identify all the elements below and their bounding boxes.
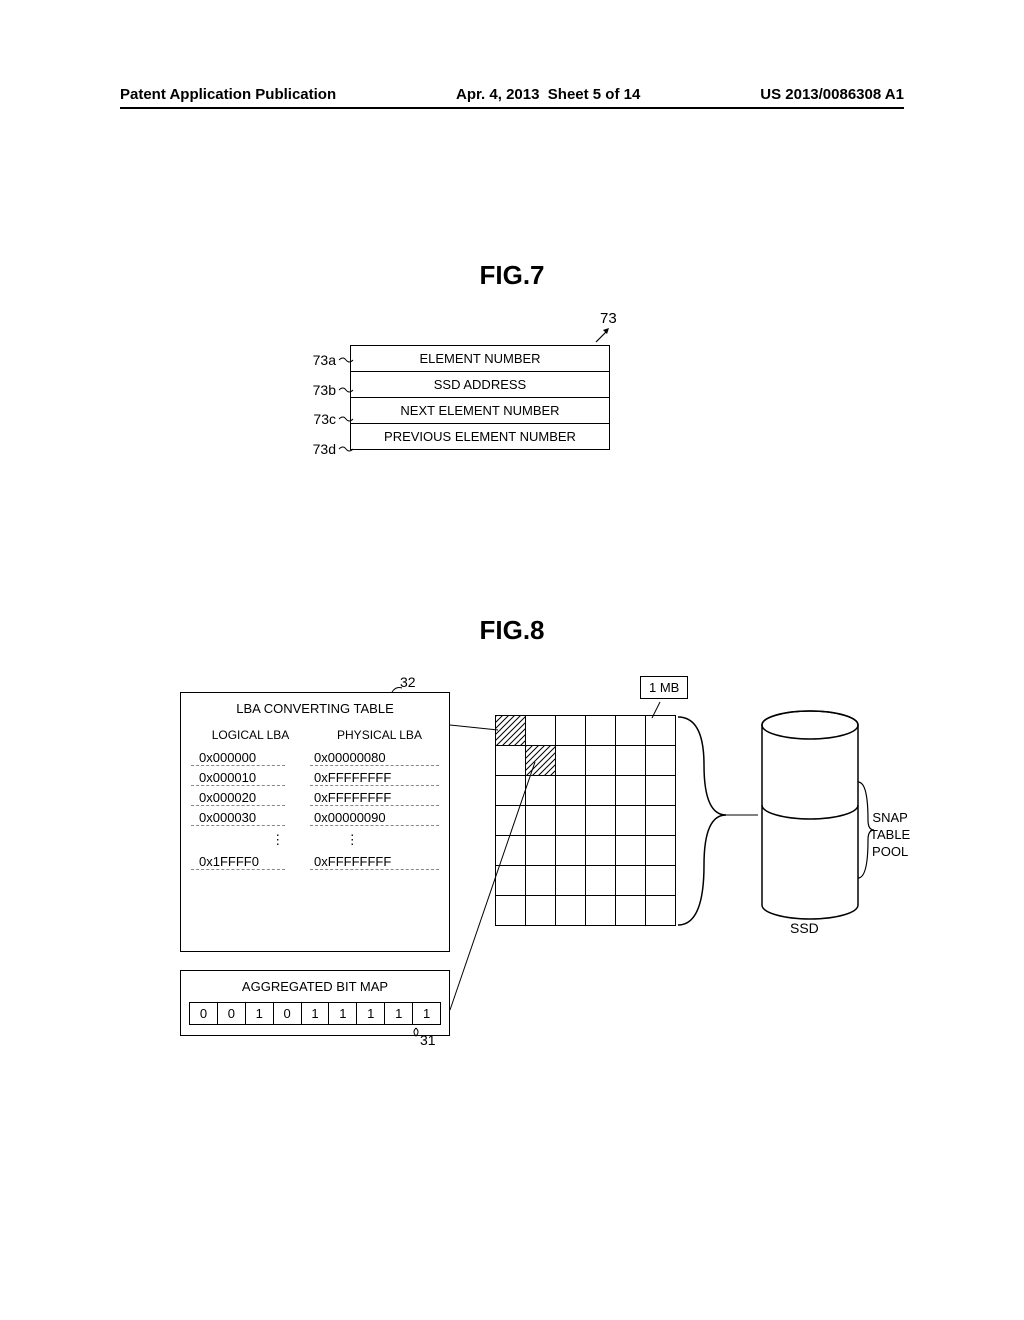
brace-icon bbox=[676, 715, 766, 935]
bit-cell: 0 bbox=[189, 1002, 218, 1025]
fig8-ref-32: 32 bbox=[400, 674, 416, 690]
snap-table-pool-label: SNAP TABLE POOL bbox=[870, 810, 910, 861]
fig7-ref-73: 73 bbox=[600, 310, 617, 327]
table-row: 0x0000300x00000090 bbox=[191, 808, 439, 828]
page-header: Patent Application Publication Apr. 4, 2… bbox=[0, 86, 1024, 109]
fig7-label-73c: 73c bbox=[290, 411, 336, 427]
brace-icon bbox=[856, 780, 876, 880]
fig7-table: ELEMENT NUMBER SSD ADDRESS NEXT ELEMENT … bbox=[350, 345, 610, 450]
fig8-ref-31: 31 bbox=[420, 1032, 436, 1048]
fig7-label-73a: 73a bbox=[290, 352, 336, 368]
fig7-label-73b: 73b bbox=[290, 382, 336, 398]
ssd-label: SSD bbox=[790, 920, 819, 936]
header-pubnum: US 2013/0086308 A1 bbox=[760, 86, 904, 103]
bit-cell: 1 bbox=[329, 1002, 357, 1025]
bit-cell: 0 bbox=[274, 1002, 302, 1025]
header-date: Apr. 4, 2013 Sheet 5 of 14 bbox=[456, 86, 640, 103]
lba-col-logical: LOGICAL LBA bbox=[191, 728, 310, 742]
table-row: 0x0000100xFFFFFFFF bbox=[191, 768, 439, 788]
bit-cell: 1 bbox=[385, 1002, 413, 1025]
lba-table-title: LBA CONVERTING TABLE bbox=[191, 701, 439, 716]
fig7-row-ssd-address: SSD ADDRESS bbox=[351, 372, 610, 398]
mb-label: 1 MB bbox=[640, 676, 688, 699]
bitmap-bits: 0 0 1 0 1 1 1 1 1 bbox=[189, 1002, 441, 1025]
ssd-cylinder-icon bbox=[760, 710, 860, 920]
fig7-row-next-element: NEXT ELEMENT NUMBER bbox=[351, 398, 610, 424]
table-row: 0x0000000x00000080 bbox=[191, 748, 439, 768]
lba-col-physical: PHYSICAL LBA bbox=[320, 728, 439, 742]
ref-arrow-icon bbox=[593, 328, 611, 346]
fig7-label-73d: 73d bbox=[290, 441, 336, 457]
header-publication: Patent Application Publication bbox=[120, 86, 336, 103]
table-row: 0x1FFFF00xFFFFFFFF bbox=[191, 852, 439, 872]
lead-line-icon bbox=[338, 354, 354, 366]
fig7-title: FIG.7 bbox=[0, 260, 1024, 291]
lba-converting-table: LBA CONVERTING TABLE LOGICAL LBA PHYSICA… bbox=[180, 692, 450, 952]
lead-line-icon bbox=[338, 384, 354, 396]
fig7-row-prev-element: PREVIOUS ELEMENT NUMBER bbox=[351, 424, 610, 450]
bit-cell: 0 bbox=[218, 1002, 246, 1025]
connector-line bbox=[450, 715, 510, 735]
bit-cell: 1 bbox=[246, 1002, 274, 1025]
bit-cell: 1 bbox=[357, 1002, 385, 1025]
connector-line bbox=[450, 760, 550, 1060]
bit-cell: 1 bbox=[302, 1002, 330, 1025]
agg-title: AGGREGATED BIT MAP bbox=[189, 979, 441, 994]
fig7-row-element-number: ELEMENT NUMBER bbox=[351, 346, 610, 372]
lead-line-icon bbox=[338, 443, 354, 455]
fig8-title: FIG.8 bbox=[0, 615, 1024, 646]
lead-line-icon bbox=[338, 413, 354, 425]
bit-cell: 1 bbox=[413, 1002, 441, 1025]
ellipsis-icon: ⋮ ⋮ bbox=[191, 828, 439, 852]
table-row: 0x0000200xFFFFFFFF bbox=[191, 788, 439, 808]
